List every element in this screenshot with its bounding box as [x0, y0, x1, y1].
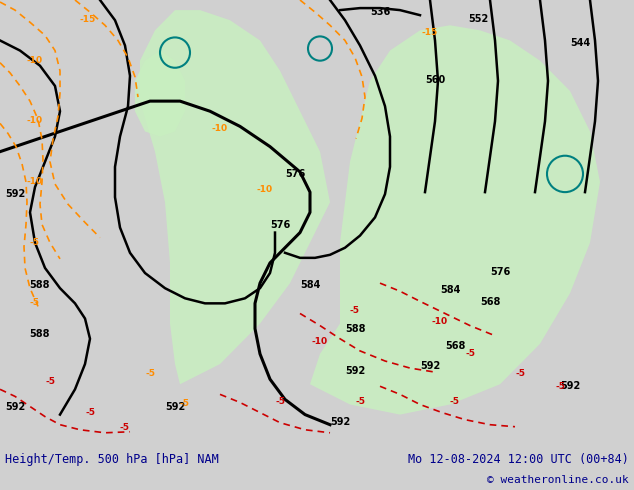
Text: -15: -15	[80, 15, 96, 24]
Text: -5: -5	[30, 298, 40, 307]
Polygon shape	[310, 25, 600, 415]
Polygon shape	[135, 50, 185, 137]
Text: 576: 576	[270, 220, 290, 229]
Text: 536: 536	[370, 7, 390, 17]
Text: -5: -5	[465, 349, 475, 358]
Text: -5: -5	[515, 369, 525, 378]
Text: 568: 568	[480, 297, 500, 307]
Text: Mo 12-08-2024 12:00 UTC (00+84): Mo 12-08-2024 12:00 UTC (00+84)	[408, 453, 629, 466]
Text: -5: -5	[120, 423, 130, 432]
Text: -5: -5	[145, 369, 155, 378]
Text: -5: -5	[450, 397, 460, 407]
Text: -10: -10	[212, 124, 228, 133]
Text: -10: -10	[27, 116, 43, 125]
Text: 576: 576	[490, 267, 510, 277]
Text: -5: -5	[355, 397, 365, 407]
Text: © weatheronline.co.uk: © weatheronline.co.uk	[488, 475, 629, 485]
Text: 584: 584	[300, 280, 320, 290]
Text: 584: 584	[440, 285, 460, 295]
Text: -5: -5	[275, 397, 285, 407]
Text: Height/Temp. 500 hPa [hPa] NAM: Height/Temp. 500 hPa [hPa] NAM	[5, 453, 219, 466]
Text: 588: 588	[30, 329, 50, 339]
Text: 576: 576	[285, 169, 305, 179]
Text: 544: 544	[570, 38, 590, 48]
Text: -15: -15	[422, 28, 438, 37]
Text: 592: 592	[420, 361, 440, 371]
Text: -5: -5	[180, 399, 190, 409]
Text: -10: -10	[432, 317, 448, 325]
Text: 592: 592	[345, 366, 365, 376]
Text: 592: 592	[5, 189, 25, 199]
Text: -10: -10	[27, 177, 43, 186]
Text: -5: -5	[30, 238, 40, 246]
Text: -10: -10	[27, 56, 43, 65]
Text: 592: 592	[165, 401, 185, 412]
Text: 588: 588	[30, 280, 50, 290]
Text: -5: -5	[45, 377, 55, 386]
Text: 560: 560	[425, 75, 445, 85]
Text: 592: 592	[5, 401, 25, 412]
Polygon shape	[140, 10, 330, 384]
Text: 552: 552	[468, 14, 488, 24]
Text: 568: 568	[445, 341, 465, 351]
Text: -5: -5	[350, 306, 360, 316]
Text: -10: -10	[257, 185, 273, 194]
Text: -5: -5	[555, 382, 565, 392]
Text: 592: 592	[560, 381, 580, 392]
Text: 592: 592	[330, 416, 350, 427]
Text: 588: 588	[345, 324, 365, 334]
Text: -10: -10	[312, 337, 328, 346]
Text: -5: -5	[85, 408, 95, 416]
